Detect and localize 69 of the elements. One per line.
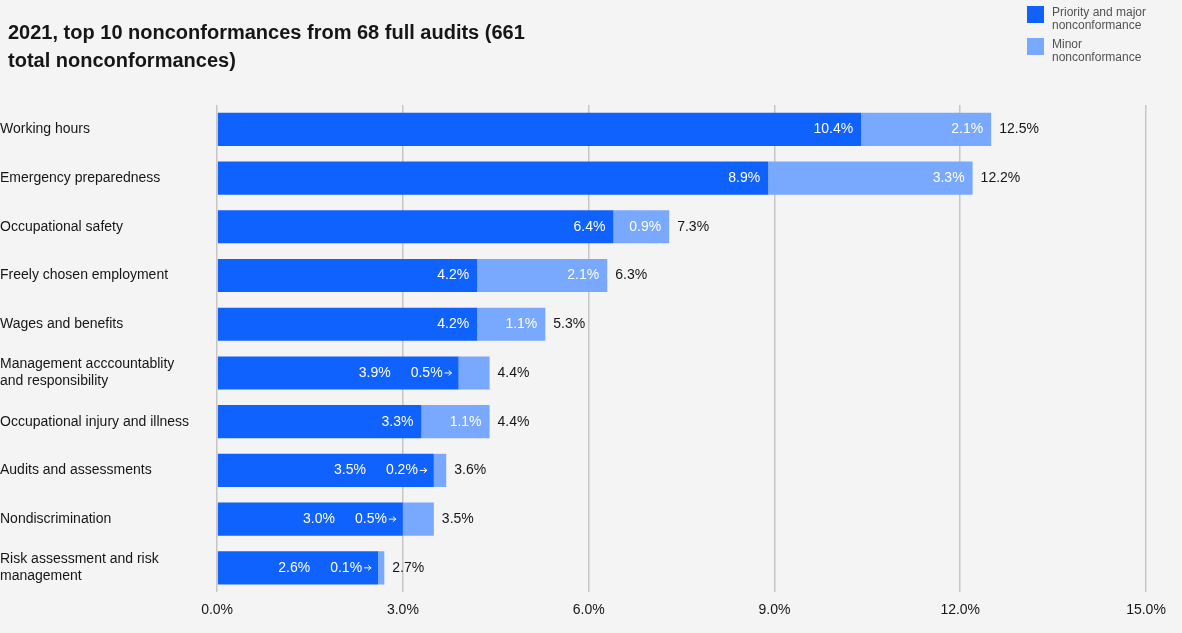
bar bbox=[217, 453, 434, 487]
data-label: 8.9% bbox=[728, 168, 761, 185]
data-label: 0.5% bbox=[410, 363, 443, 380]
data-label: 3.3% bbox=[932, 168, 965, 185]
data-label: 3.3% bbox=[381, 412, 414, 429]
x-tick-label: 9.0% bbox=[758, 601, 791, 618]
bar bbox=[378, 551, 385, 585]
legend-label: Priority and major nonconformance bbox=[1052, 5, 1148, 32]
bar bbox=[433, 453, 447, 487]
bar bbox=[768, 161, 973, 195]
bar bbox=[217, 112, 862, 146]
x-tick-label: 12.0% bbox=[940, 601, 981, 618]
bar bbox=[217, 502, 403, 536]
data-label: 4.2% bbox=[437, 315, 470, 332]
legend-label: Minor nonconformance bbox=[1052, 37, 1143, 64]
data-label: 1.1% bbox=[505, 315, 538, 332]
y-tick-label: Nondiscrimination bbox=[0, 509, 112, 526]
bar bbox=[477, 258, 608, 293]
data-label: 4.2% bbox=[437, 266, 470, 283]
x-tick-label: 0.0% bbox=[201, 601, 234, 618]
x-tick-label: 6.0% bbox=[572, 601, 605, 618]
bar bbox=[217, 551, 379, 585]
total-label: 2.7% bbox=[392, 558, 425, 575]
total-label: 12.2% bbox=[980, 168, 1021, 185]
data-label: 2.1% bbox=[951, 120, 984, 137]
y-tick-label: Management acccountablity and responsibility bbox=[0, 355, 175, 389]
bar bbox=[861, 112, 992, 146]
total-label: 12.5% bbox=[999, 120, 1039, 137]
bar bbox=[217, 161, 769, 195]
data-label: 2.6% bbox=[278, 558, 311, 575]
bar bbox=[613, 210, 670, 244]
data-label: 0.1% bbox=[330, 558, 363, 575]
bar bbox=[217, 258, 478, 293]
total-label: 3.5% bbox=[441, 509, 474, 526]
bar bbox=[217, 307, 478, 341]
data-label: 3.0% bbox=[303, 509, 335, 526]
bar bbox=[217, 210, 614, 244]
total-label: 4.4% bbox=[497, 363, 530, 380]
y-tick-label: Occupational injury and illness bbox=[0, 412, 190, 429]
bar bbox=[477, 307, 546, 341]
total-label: 6.3% bbox=[615, 266, 648, 283]
data-label: 1.1% bbox=[449, 412, 482, 429]
bar bbox=[402, 502, 434, 536]
data-label: 3.9% bbox=[358, 363, 391, 380]
y-tick-label: Emergency preparedness bbox=[0, 168, 161, 185]
bar bbox=[217, 405, 422, 439]
data-label: 0.5% bbox=[354, 509, 387, 526]
y-tick-label: Audits and assessments bbox=[0, 461, 152, 478]
y-tick-label: Wages and benefits bbox=[0, 315, 124, 332]
bar bbox=[458, 356, 490, 390]
data-label: 3.5% bbox=[334, 461, 366, 478]
total-label: 7.3% bbox=[677, 217, 710, 234]
total-label: 3.6% bbox=[454, 461, 487, 478]
data-label: 2.1% bbox=[567, 266, 600, 283]
bar bbox=[217, 356, 459, 390]
total-label: 4.4% bbox=[497, 412, 530, 429]
bar bbox=[421, 405, 490, 439]
data-label: 10.4% bbox=[813, 120, 854, 137]
x-tick-label: 3.0% bbox=[386, 601, 419, 618]
y-tick-label: Risk assessment and risk management bbox=[0, 550, 160, 584]
total-label: 5.3% bbox=[553, 315, 586, 332]
data-label: 0.2% bbox=[385, 461, 418, 478]
y-tick-label: Freely chosen employment bbox=[0, 266, 169, 283]
data-label: 0.9% bbox=[629, 217, 662, 234]
data-label: 6.4% bbox=[573, 217, 606, 234]
y-tick-label: Occupational safety bbox=[0, 217, 123, 234]
chart-title: 2021, top 10 nonconformances from 68 full audits (661 total nonconformances) bbox=[8, 20, 526, 73]
y-tick-label: Working hours bbox=[0, 120, 91, 137]
x-tick-label: 15.0% bbox=[1126, 601, 1166, 618]
